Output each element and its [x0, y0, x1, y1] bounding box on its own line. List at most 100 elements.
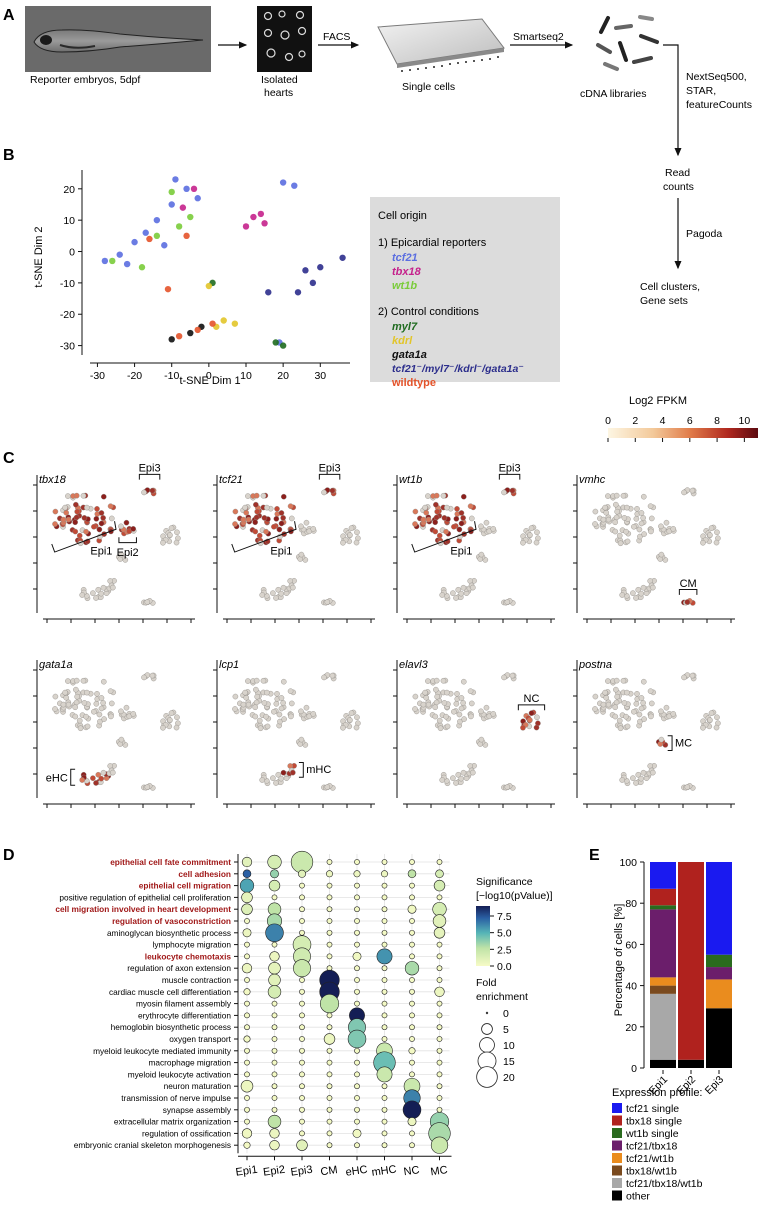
cell-point	[467, 688, 474, 694]
cell-point	[621, 700, 628, 706]
cell-point	[635, 771, 642, 778]
enrichment-dot	[271, 1095, 278, 1101]
cell-point	[613, 686, 619, 693]
cell-point	[274, 506, 280, 512]
cell-point	[324, 784, 331, 790]
cell-point	[354, 714, 360, 721]
cell-point	[501, 674, 507, 681]
cluster-label-epi2: Epi2	[117, 547, 139, 559]
tsne-point	[168, 336, 175, 343]
tsne-point	[265, 289, 272, 296]
enrichment-dot	[354, 918, 360, 924]
cluster-column-label: NC	[403, 1164, 420, 1178]
cell-point	[280, 493, 287, 500]
fold-legend-circle	[485, 1011, 489, 1015]
tsne-x-tick-label: -20	[127, 370, 142, 382]
cell-point	[340, 724, 346, 731]
hearts-image	[263, 10, 307, 62]
tsne-y-tick-label: 10	[63, 215, 75, 227]
cell-point	[280, 700, 286, 706]
go-term-label: neuron maturation	[164, 1081, 232, 1091]
gene-panel-tbx18: tbx18 Epi1 Epi3 Epi2	[33, 463, 195, 623]
cell-point	[232, 521, 238, 527]
cell-point	[432, 519, 438, 526]
go-term-label: erythrocyte differentiation	[138, 1010, 231, 1020]
tsne-point	[309, 279, 317, 287]
enrichment-dot	[436, 1047, 443, 1054]
panel-d: D epithelial cell fate commitment cell ad…	[3, 847, 553, 1179]
enrichment-dot	[271, 1083, 278, 1090]
enrichment-dot	[244, 1024, 250, 1031]
enrichment-dot	[409, 929, 415, 936]
cell-point	[118, 551, 125, 558]
enrichment-dot	[299, 1118, 305, 1125]
cell-point	[640, 515, 646, 521]
tsne-point	[138, 264, 146, 271]
enrichment-dot	[271, 894, 278, 901]
enrichment-dot	[347, 1029, 367, 1049]
cell-point	[436, 532, 443, 539]
legend-entry-kdrl: kdrl	[392, 335, 413, 347]
tsne-point	[146, 235, 153, 243]
cell-point	[347, 717, 353, 723]
cell-point	[252, 528, 259, 535]
cell-point	[470, 584, 476, 591]
barchart-ylabel: Percentage of cells [%]	[613, 904, 625, 1017]
legend-entry-gata1a: gata1a	[391, 349, 427, 361]
cell-point	[306, 713, 313, 720]
cell-point	[277, 718, 283, 725]
enrichment-dot	[299, 882, 305, 889]
cell-point	[63, 694, 70, 701]
enrichment-dot	[354, 965, 360, 972]
enrichment-dot	[436, 1012, 443, 1019]
cell-point	[509, 672, 516, 679]
panel-c: C tbx18 Epi1 Epi3 Epi2 tcf21 Epi1 Epi3 wt1b Epi1…	[3, 450, 735, 808]
cell-point	[605, 701, 612, 708]
cell-point	[458, 695, 465, 701]
tsne-point	[153, 232, 161, 240]
cell-point	[280, 769, 287, 776]
tsne-point	[279, 179, 287, 186]
stacked-bar-segment	[650, 985, 676, 994]
enrichment-dot	[381, 894, 388, 901]
enrichment-dot	[409, 894, 415, 901]
cell-point	[420, 516, 427, 523]
cell-point	[270, 775, 276, 781]
cell-point	[444, 689, 450, 696]
enrichment-dot	[267, 1114, 282, 1129]
cell-point	[603, 509, 610, 516]
enrichment-dot	[381, 929, 388, 936]
enrichment-dot	[239, 878, 255, 893]
cell-point	[298, 551, 305, 558]
cell-point	[433, 686, 439, 693]
cell-point	[253, 686, 259, 693]
enrichment-dot	[436, 894, 443, 901]
cell-point	[118, 523, 124, 530]
read-counts-line-2: counts	[663, 181, 694, 193]
cell-point	[65, 701, 72, 708]
cell-point	[638, 705, 645, 712]
enrichment-dot	[244, 1012, 250, 1019]
cell-point	[253, 501, 259, 508]
stacked-bar-segment	[650, 1059, 676, 1068]
cell-point	[264, 723, 271, 730]
cell-point	[458, 775, 465, 782]
cell-point	[259, 592, 265, 598]
enrichment-dot	[298, 869, 306, 878]
cell-point	[98, 775, 105, 782]
sig-tick-label: 5.0	[497, 928, 512, 940]
enrichment-dot	[381, 977, 388, 983]
cell-point	[243, 509, 250, 516]
cell-point	[60, 701, 67, 708]
cell-point	[640, 584, 647, 591]
enrichment-dot	[326, 1130, 333, 1137]
cell-point	[263, 528, 269, 535]
cell-point	[271, 708, 277, 715]
enrichment-dot	[381, 1142, 388, 1149]
cell-point	[647, 503, 654, 509]
colorbar-tick-label: 4	[660, 415, 666, 427]
fold-legend-circle	[481, 1023, 493, 1035]
cell-point	[126, 713, 133, 720]
cell-point	[72, 704, 78, 711]
